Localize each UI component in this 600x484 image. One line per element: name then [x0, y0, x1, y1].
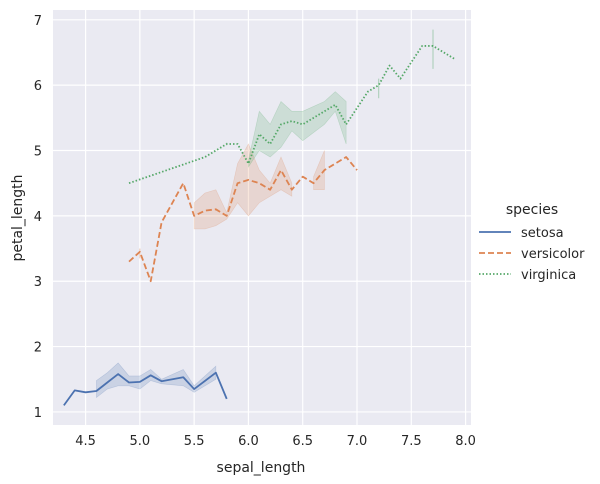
y-tick-label: 6: [34, 79, 42, 94]
x-tick-label: 5.0: [130, 434, 151, 449]
setosa-ci-band: [96, 362, 217, 399]
virginica-series-line: [128, 45, 456, 185]
y-tick-label: 4: [34, 210, 42, 225]
legend-label-virginica: virginica: [521, 268, 576, 283]
x-tick-label: 7.0: [347, 434, 368, 449]
y-axis-label: petal_length: [10, 174, 26, 261]
legend-title: species: [506, 202, 558, 218]
x-tick-label: 5.5: [184, 434, 205, 449]
setosa-series-line: [63, 371, 228, 406]
x-tick-label: 6.5: [292, 434, 313, 449]
y-tick-label: 3: [34, 275, 42, 290]
virginica-ci-band: [248, 91, 347, 168]
plot-background: [53, 10, 471, 425]
x-axis: 4.5 5.0 5.5 6.0 6.5 7.0 7.5 8.0: [75, 434, 476, 449]
versicolor-ci-band: [193, 143, 293, 230]
x-tick-label: 4.5: [75, 434, 96, 449]
legend-label-setosa: setosa: [521, 226, 564, 241]
legend-label-versicolor: versicolor: [521, 247, 585, 262]
y-axis: 1 2 3 4 5 6 7: [34, 14, 42, 421]
versicolor-series-line: [128, 156, 358, 283]
x-tick-label: 7.5: [401, 434, 422, 449]
x-tick-label: 6.0: [238, 434, 259, 449]
legend: species setosa versicolor virginica: [479, 202, 585, 283]
y-tick-label: 1: [34, 406, 42, 421]
y-tick-label: 5: [34, 145, 42, 160]
y-tick-label: 2: [34, 341, 42, 356]
plot-area: [53, 10, 471, 425]
x-tick-label: 8.0: [455, 434, 476, 449]
y-tick-label: 7: [34, 14, 42, 29]
x-axis-label: sepal_length: [217, 460, 306, 476]
